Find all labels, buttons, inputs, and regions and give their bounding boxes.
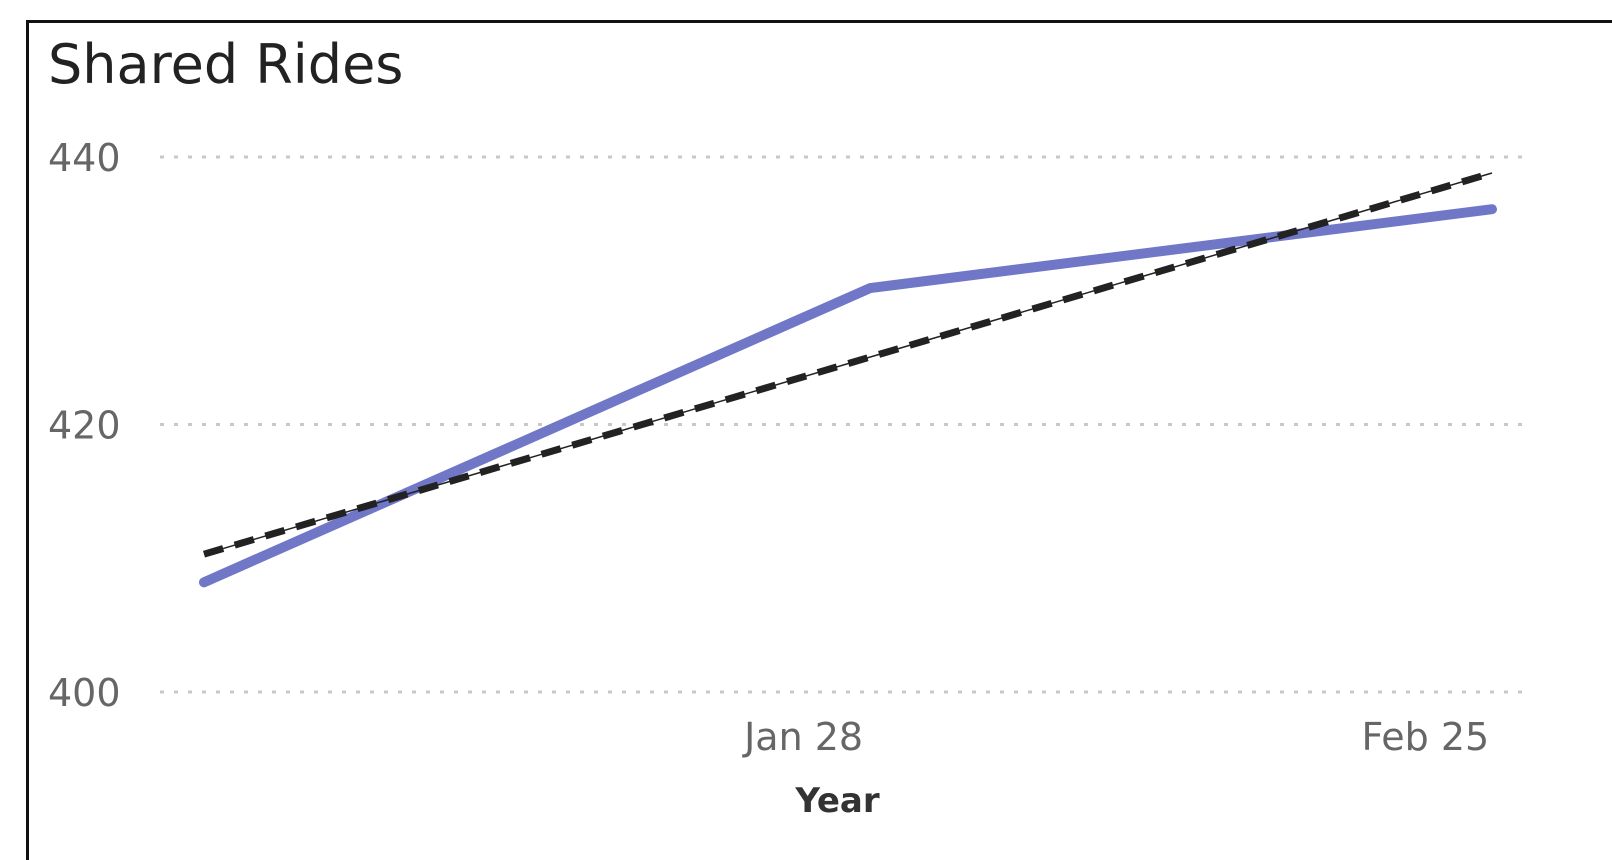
- y-tick-label: 440: [48, 136, 121, 180]
- x-tick-label: Feb 25: [1362, 715, 1490, 759]
- y-tick-label: 420: [48, 404, 121, 448]
- x-axis-ticks: Jan 28 Feb 25: [742, 715, 1489, 759]
- series-lines: [199, 169, 1497, 588]
- x-axis-title: Year: [794, 781, 880, 821]
- y-tick-label: 400: [48, 671, 121, 715]
- chart-title: Shared Rides: [48, 33, 404, 96]
- trend-line-thin: [203, 172, 1493, 555]
- series-line: [199, 204, 1497, 588]
- y-axis-ticks: 400 420 440: [48, 136, 121, 715]
- chart-card: [26, 20, 1612, 860]
- gridlines: [160, 155, 1525, 694]
- x-tick-label: Jan 28: [742, 715, 863, 759]
